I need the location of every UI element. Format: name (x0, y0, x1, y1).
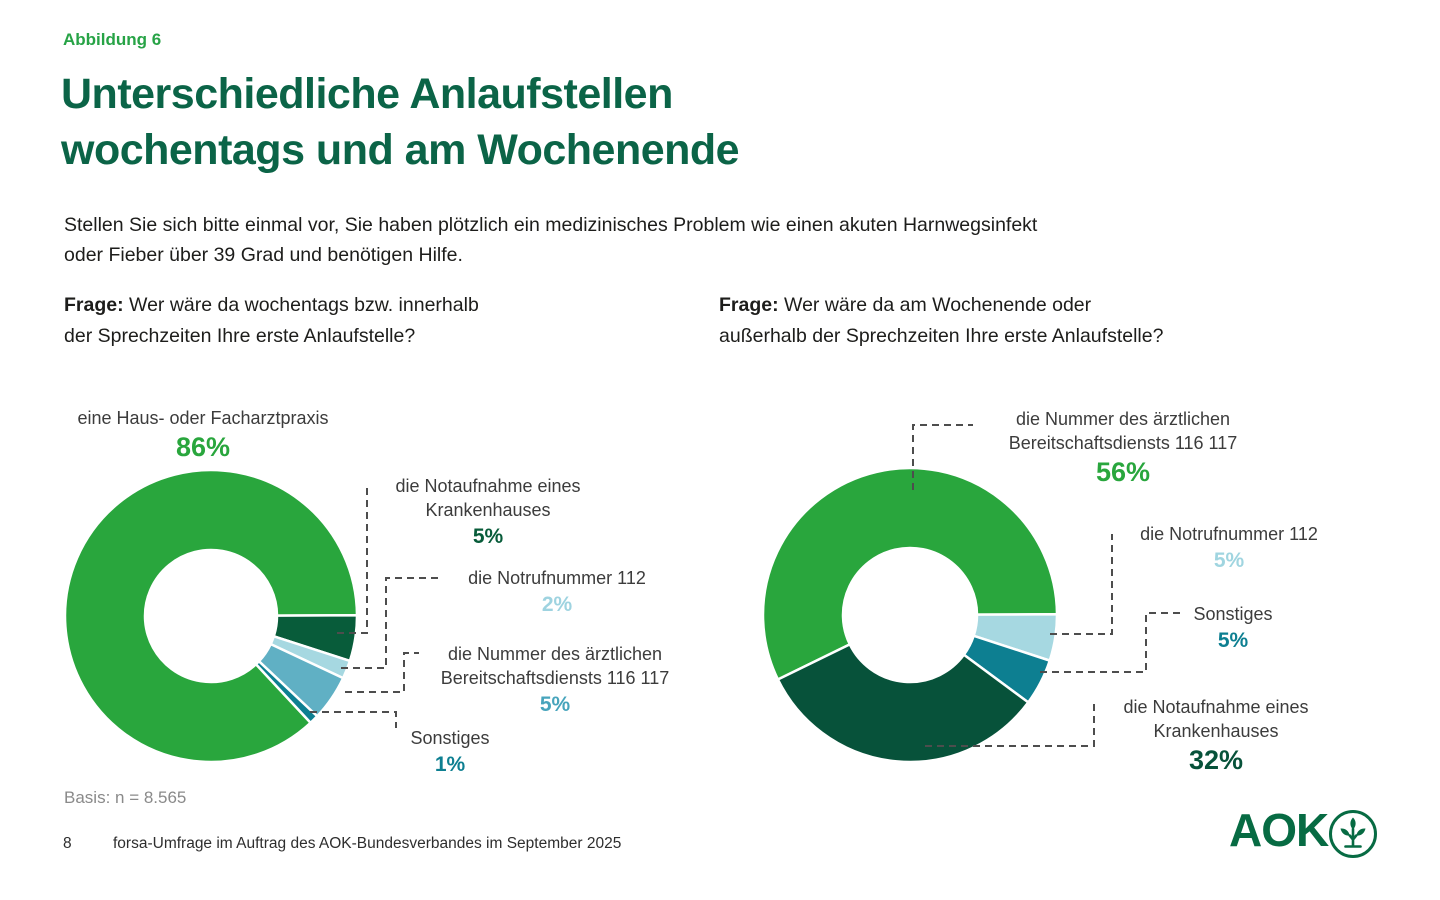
basis-note: Basis: n = 8.565 (64, 788, 187, 807)
intro-text: Stellen Sie sich bitte einmal vor, Sie h… (64, 210, 1394, 270)
segment-label: Sonstiges (410, 728, 490, 748)
figure-label: Abbildung 6 (63, 30, 162, 49)
question-prefix: Frage: (64, 294, 124, 316)
segment-label: die Nummer des ärztlichen Bereitschaftsd… (1008, 409, 1238, 453)
callout-weekend-notaufnahme: die Notaufnahme eines Krankenhauses 32% (1079, 695, 1353, 775)
question-prefix: Frage: (719, 294, 779, 316)
segment-value: 1% (434, 753, 466, 776)
segment-value: 5% (1217, 629, 1249, 652)
callout-weekend-112: die Notrufnummer 112 5% (1091, 522, 1367, 573)
question-text-line-2: der Sprechzeiten Ihre erste Anlaufstelle… (64, 325, 416, 347)
question-weekday: Frage: Wer wäre da wochentags bzw. inner… (64, 290, 664, 352)
callout-weekend-116117: die Nummer des ärztlichen Bereitschaftsd… (957, 407, 1289, 487)
intro-line-2: oder Fieber über 39 Grad und benötigen H… (64, 244, 463, 266)
callout-weekday-notaufnahme: die Notaufnahme eines Krankenhauses 5% (372, 474, 604, 549)
segment-label: die Notaufnahme eines Krankenhauses (395, 476, 581, 520)
callout-weekend-sonstiges: Sonstiges 5% (1139, 602, 1327, 653)
segment-label: die Notrufnummer 112 (468, 568, 646, 588)
aok-tree-icon (1329, 810, 1377, 858)
donut-chart-weekend (762, 467, 1058, 763)
aok-logo-text: AOK (1229, 804, 1329, 856)
page-number: 8 (63, 835, 72, 852)
question-text-line-2: außerhalb der Sprechzeiten Ihre erste An… (719, 325, 1164, 347)
question-text-line-1: Wer wäre da wochentags bzw. innerhalb (129, 294, 479, 316)
segment-value: 32% (1188, 745, 1244, 775)
segment-label: eine Haus- oder Facharztpraxis (77, 408, 329, 428)
title-line-2: wochentags und am Wochenende (61, 126, 740, 174)
segment-value: 5% (1213, 549, 1245, 572)
segment-value: 5% (539, 693, 571, 716)
callout-weekday-116117: die Nummer des ärztlichen Bereitschaftsd… (402, 642, 708, 717)
callout-weekday-praxis: eine Haus- oder Facharztpraxis 86% (28, 406, 378, 462)
segment-value: 56% (1095, 457, 1151, 487)
title-line-1: Unterschiedliche Anlaufstellen (61, 70, 673, 118)
segment-value: 5% (472, 525, 504, 548)
callout-weekday-sonstiges: Sonstiges 1% (356, 726, 544, 777)
intro-line-1: Stellen Sie sich bitte einmal vor, Sie h… (64, 214, 1038, 236)
segment-value: 2% (541, 593, 573, 616)
callout-weekday-112: die Notrufnummer 112 2% (420, 566, 694, 617)
segment-label: die Notaufnahme eines Krankenhauses (1123, 697, 1309, 741)
segment-label: die Nummer des ärztlichen Bereitschaftsd… (440, 644, 670, 688)
donut-segment-1 (63, 468, 359, 764)
segment-value: 86% (175, 432, 231, 462)
page-title: Unterschiedliche Anlaufstellen wochentag… (61, 66, 740, 178)
donut-segment-1 (762, 467, 1058, 681)
footer-source: forsa-Umfrage im Auftrag des AOK-Bundesv… (113, 835, 622, 852)
segment-label: die Notrufnummer 112 (1140, 524, 1318, 544)
question-text-line-1: Wer wäre da am Wochenende oder (784, 294, 1092, 316)
question-weekend: Frage: Wer wäre da am Wochenende oder au… (719, 290, 1359, 352)
donut-chart-weekday (63, 468, 359, 764)
segment-label: Sonstiges (1193, 604, 1273, 624)
